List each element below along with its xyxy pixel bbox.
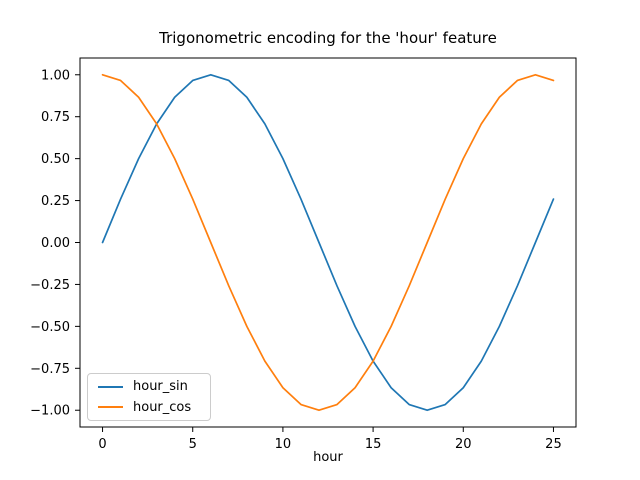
x-axis-label: hour [313,450,343,465]
x-tick-label: 0 [98,437,106,452]
y-tick-label: 0.00 [41,236,70,251]
y-tick-label: 1.00 [41,68,70,83]
legend: hour_sin hour_cos [87,373,211,421]
line-series-hour_sin [101,73,555,412]
y-tick-label: −1.00 [30,404,70,419]
x-tick-label: 15 [365,437,382,452]
chart-title: Trigonometric encoding for the 'hour' fe… [159,29,497,47]
y-tick-label: −0.50 [30,320,70,335]
y-tick-label: 0.75 [41,110,70,125]
legend-item-hour-sin: hour_sin [94,377,204,397]
legend-line-sample-hour-cos [98,406,123,409]
legend-label-hour-cos: hour_cos [133,399,192,415]
x-tick-label: 25 [545,437,562,452]
x-tick-label: 20 [455,437,472,452]
x-tick-label: 5 [189,437,197,452]
x-tick-label: 10 [275,437,292,452]
y-tick-label: 0.50 [41,152,70,167]
y-tick-label: 0.25 [41,194,70,209]
y-tick-label: −0.75 [30,362,70,377]
legend-label-hour-sin: hour_sin [133,379,188,395]
legend-item-hour-cos: hour_cos [94,397,204,417]
line-series-hour_cos [101,73,555,412]
axes-spines [79,57,577,428]
y-tick-label: −0.25 [30,278,70,293]
legend-line-sample-hour-sin [98,385,123,388]
